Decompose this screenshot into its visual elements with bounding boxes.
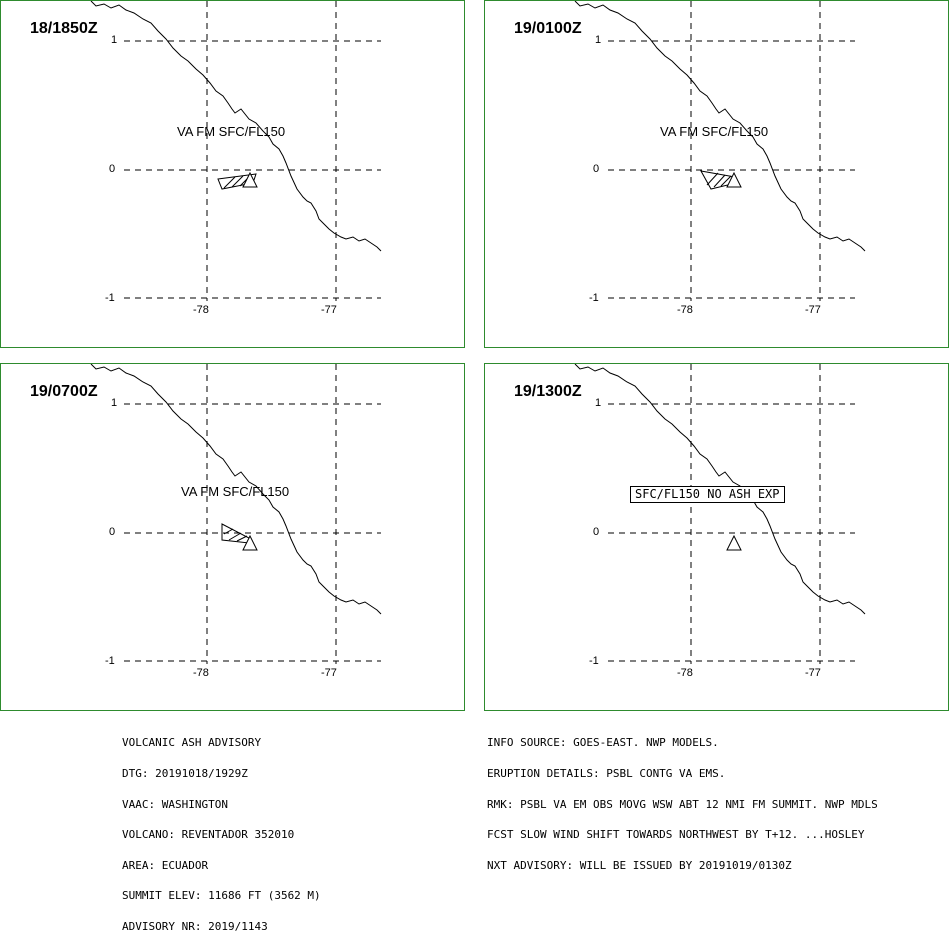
no-ash-label: SFC/FL150 NO ASH EXP — [630, 486, 785, 503]
panel-time: 19/0700Z — [30, 383, 98, 400]
lat-label: -1 — [105, 655, 115, 667]
coastline — [90, 1, 382, 252]
panel-time: 19/0100Z — [514, 20, 582, 37]
advisory-volcano: VOLCANO: REVENTADOR 352010 — [122, 828, 295, 842]
lat-label: -1 — [589, 292, 599, 304]
advisory-vaac: VAAC: WASHINGTON — [122, 797, 228, 811]
lon-label: -78 — [193, 667, 209, 679]
lon-label: -78 — [677, 667, 693, 679]
lon-label: -77 — [321, 667, 337, 679]
va-label: VA FM SFC/FL150 — [181, 484, 290, 499]
panel-time: 19/1300Z — [514, 383, 582, 400]
next-advisory: NXT ADVISORY: WILL BE ISSUED BY 20191019… — [487, 858, 792, 872]
forecast-panel-2: 19/0100Z 1 0 -1 -78 -77 VA FM SFC/FL150 — [484, 0, 949, 348]
lat-label: 1 — [111, 34, 118, 46]
info-source: INFO SOURCE: GOES-EAST. NWP MODELS. — [487, 736, 719, 750]
forecast-panel-1: 18/1850Z 1 0 -1 -78 -77 VA FM SFC/FL150 — [0, 0, 465, 348]
map-4 — [574, 364, 866, 664]
advisory-number: ADVISORY NR: 2019/1143 — [122, 920, 268, 934]
lat-label: 0 — [593, 163, 600, 175]
lon-label: -78 — [677, 304, 693, 316]
map-2 — [574, 1, 866, 301]
forecast-panel-3: 19/0700Z 1 0 -1 -78 -77 VA FM SFC/FL150 — [0, 363, 465, 711]
lat-label: 0 — [109, 526, 116, 538]
lat-label: 0 — [593, 526, 600, 538]
map-1 — [90, 1, 382, 301]
eruption-details: ERUPTION DETAILS: PSBL CONTG VA EMS. — [487, 767, 726, 781]
advisory-block: VOLCANIC ASH ADVISORY DTG: 20191018/1929… — [122, 718, 321, 942]
forecast-remarks: FCST SLOW WIND SHIFT TOWARDS NORTHWEST B… — [487, 828, 865, 842]
lat-label: -1 — [589, 655, 599, 667]
lat-label: 0 — [109, 163, 116, 175]
va-label: VA FM SFC/FL150 — [660, 124, 769, 139]
va-label: VA FM SFC/FL150 — [177, 124, 286, 139]
info-block: INFO SOURCE: GOES-EAST. NWP MODELS. ERUP… — [487, 718, 878, 881]
forecast-panel-4: 19/1300Z 1 0 -1 -78 -77 SFC/FL150 NO ASH… — [484, 363, 949, 711]
coastline — [90, 364, 382, 615]
panel-time: 18/1850Z — [30, 20, 98, 37]
lon-label: -78 — [193, 304, 209, 316]
volcano-icon — [726, 534, 742, 551]
lat-label: 1 — [111, 397, 118, 409]
lat-label: 1 — [595, 34, 602, 46]
lat-label: -1 — [105, 292, 115, 304]
lon-label: -77 — [805, 667, 821, 679]
advisory-summit: SUMMIT ELEV: 11686 FT (3562 M) — [122, 889, 321, 903]
coastline — [574, 1, 866, 252]
volcano-icon — [726, 171, 742, 188]
map-3 — [90, 364, 382, 664]
lat-label: 1 — [595, 397, 602, 409]
advisory-header: VOLCANIC ASH ADVISORY — [122, 736, 262, 750]
advisory-area: AREA: ECUADOR — [122, 858, 209, 872]
volcano-icon — [242, 534, 258, 551]
advisory-dtg: DTG: 20191018/1929Z — [122, 767, 248, 781]
remarks: RMK: PSBL VA EM OBS MOVG WSW ABT 12 NMI … — [487, 797, 878, 811]
lon-label: -77 — [805, 304, 821, 316]
volcano-icon — [242, 171, 258, 188]
lon-label: -77 — [321, 304, 337, 316]
